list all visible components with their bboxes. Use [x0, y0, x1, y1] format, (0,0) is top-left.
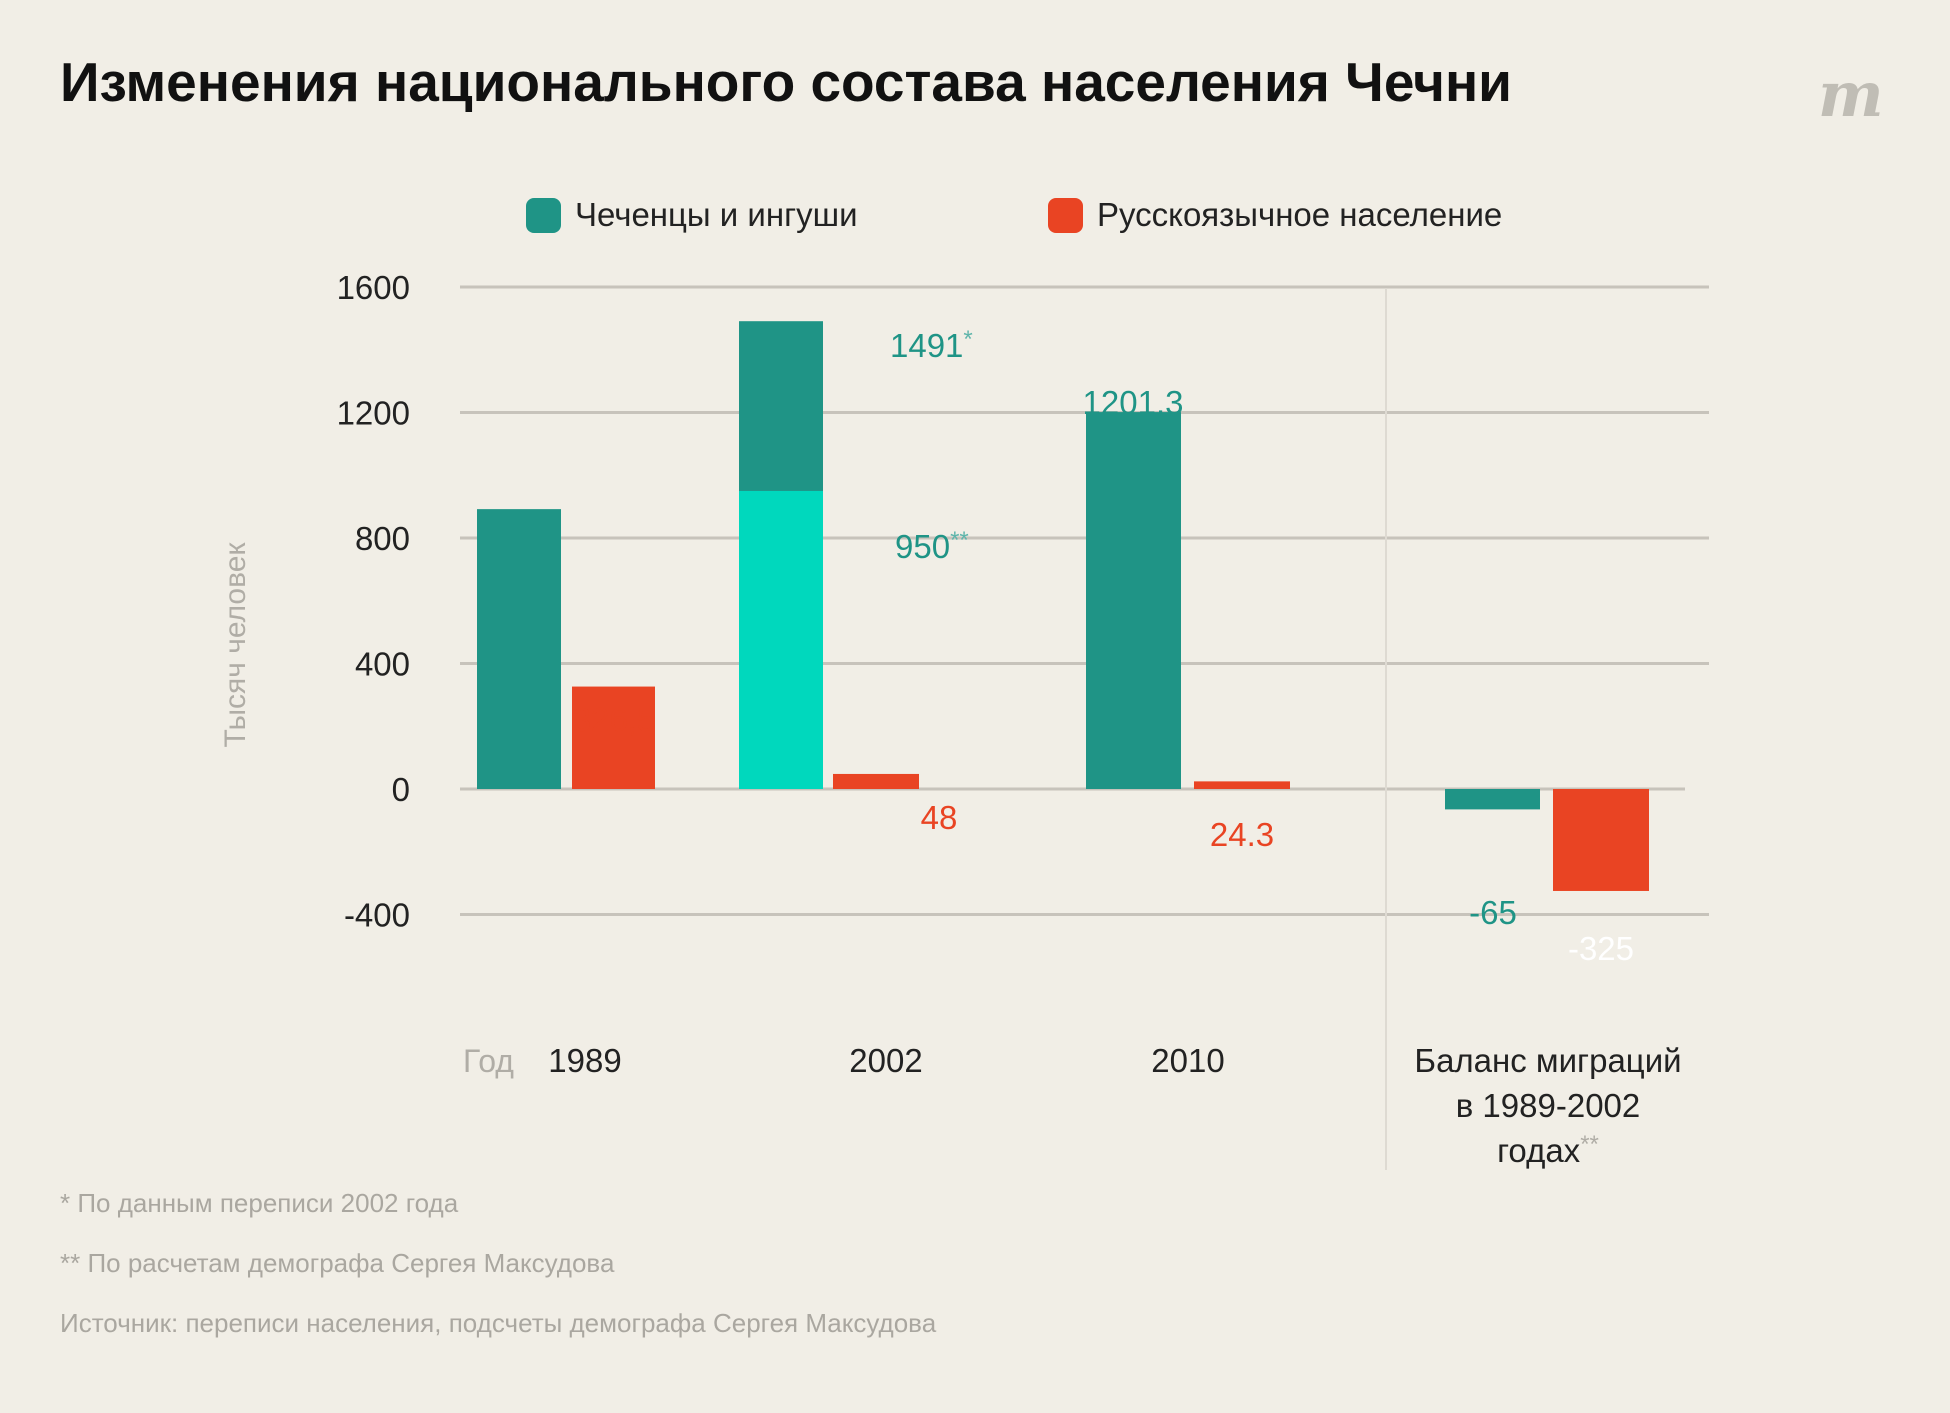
- footnote-1: * По данным переписи 2002 года: [60, 1188, 459, 1218]
- x-tick-label: годах**: [1497, 1131, 1599, 1169]
- y-tick-label: -400: [344, 897, 410, 934]
- data-label: -65: [1469, 894, 1517, 931]
- source-note: Источник: переписи населения, подсчеты д…: [60, 1308, 937, 1338]
- data-label: 950**: [895, 527, 969, 565]
- bar-chechen-2: [1086, 412, 1181, 789]
- bar-russian-2: [1194, 781, 1290, 789]
- y-tick-label: 400: [355, 646, 410, 683]
- x-tick-label: 2010: [1151, 1042, 1224, 1079]
- legend-label: Русскоязычное население: [1097, 196, 1503, 233]
- bar-russian-3: [1553, 789, 1649, 891]
- meduza-logo: m: [1818, 58, 1884, 131]
- footnote-2: ** По расчетам демографа Сергея Максудов…: [60, 1248, 615, 1278]
- data-label: 1201.3: [1083, 384, 1184, 421]
- chart-title: Изменения национального состава населени…: [60, 51, 1512, 113]
- y-axis-label: Тысяч человек: [219, 542, 252, 748]
- x-axis-label: Год: [463, 1043, 514, 1079]
- x-tick-label: в 1989-2002: [1456, 1087, 1641, 1124]
- legend-swatch-chechen: [526, 197, 561, 233]
- legend-item-russian: Русскоязычное население: [1048, 196, 1502, 234]
- x-tick-label: Баланс миграций: [1414, 1042, 1681, 1079]
- bar-russian-0: [572, 686, 655, 789]
- x-tick-label: 2002: [849, 1042, 922, 1079]
- y-tick-label: 800: [355, 520, 410, 557]
- data-label: 326,5: [573, 701, 656, 738]
- data-label: 1491*: [890, 326, 973, 364]
- data-label: -325: [1568, 930, 1634, 967]
- legend-swatch-russian: [1048, 197, 1083, 233]
- data-label: 48: [921, 799, 958, 836]
- y-tick-label: 0: [392, 771, 410, 808]
- legend-item-chechen: Чеченцы и ингуши: [526, 196, 858, 234]
- bar-russian-1: [833, 773, 919, 789]
- y-tick-label: 1200: [337, 395, 410, 432]
- legend-label: Чеченцы и ингуши: [575, 196, 858, 233]
- bar-chechen-2002-estimate: [739, 490, 823, 789]
- x-tick-label: 1989: [548, 1042, 621, 1079]
- bar-chechen-0: [477, 509, 561, 789]
- data-label: 24.3: [1210, 816, 1274, 853]
- y-tick-label: 1600: [337, 269, 410, 306]
- bar-chechen-3: [1445, 789, 1540, 810]
